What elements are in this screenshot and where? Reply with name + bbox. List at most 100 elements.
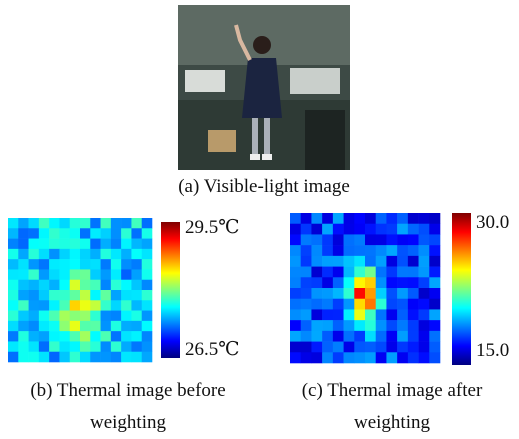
heat-cell [301,299,312,310]
heat-cell [322,331,333,342]
heat-cell [142,249,153,260]
heat-cell [397,331,408,342]
heat-cell [419,267,430,278]
heat-cell [301,245,312,256]
colorbar [161,222,180,358]
heat-cell [365,309,376,320]
heat-cell [18,239,29,250]
heat-cell [311,256,322,267]
heat-cell [39,259,50,270]
heat-cell [419,331,430,342]
heat-cell [354,342,365,353]
heat-cell [59,269,70,280]
heat-cell [344,277,355,288]
heat-cell [344,267,355,278]
heat-cell [419,277,430,288]
heat-cell [419,234,430,245]
heat-cell [408,267,419,278]
heat-cell [408,352,419,363]
heat-cell [80,218,91,229]
heat-cell [39,280,50,291]
heat-cell [49,249,60,260]
heat-cell [333,309,344,320]
heat-cell [49,280,60,291]
heat-cell [429,245,440,256]
heat-cell [429,256,440,267]
heat-cell [311,213,322,224]
heat-cell [29,239,40,250]
heat-cell [70,300,81,311]
heat-cell [386,331,397,342]
heat-cell [49,311,60,322]
heat-cell [39,352,50,363]
heat-cell [322,245,333,256]
heat-cell [101,290,112,301]
heat-cell [18,290,29,301]
heat-cell [365,331,376,342]
heat-cell [354,288,365,299]
heat-cell [429,277,440,288]
heat-cell [376,288,387,299]
heat-cell [131,341,142,352]
heat-cell [8,290,19,301]
heat-cell [80,300,91,311]
heat-cell [365,213,376,224]
heat-cell [121,249,132,260]
heat-cell [354,267,365,278]
heat-cell [131,269,142,280]
heat-cell [90,249,101,260]
heat-cell [365,277,376,288]
heat-cell [29,341,40,352]
heat-cell [70,280,81,291]
heat-cell [131,228,142,239]
heat-cell [333,267,344,278]
heat-cell [290,256,301,267]
heat-cell [290,288,301,299]
heat-cell [354,234,365,245]
heat-cell [290,331,301,342]
heat-cell [365,245,376,256]
heat-cell [70,218,81,229]
heat-cell [80,269,91,280]
heat-cell [121,280,132,291]
heat-cell [121,259,132,270]
heat-cell [322,309,333,320]
heat-cell [8,259,19,270]
heat-cell [101,311,112,322]
heat-cell [18,280,29,291]
heat-cell [111,280,122,291]
heat-cell [419,309,430,320]
heat-cell [376,320,387,331]
heat-cell [8,352,19,363]
heat-cell [29,352,40,363]
heat-cell [301,234,312,245]
heat-cell [354,277,365,288]
heat-cell [111,311,122,322]
heat-cell [39,300,50,311]
heat-cell [397,352,408,363]
heat-cell [8,280,19,291]
heat-cell [29,269,40,280]
heat-cell [49,352,60,363]
heat-cell [49,239,60,250]
heat-cell [301,277,312,288]
heat-cell [8,269,19,280]
heat-cell [39,321,50,332]
heat-cell [121,300,132,311]
heat-cell [49,300,60,311]
heat-cell [80,228,91,239]
heat-cell [59,352,70,363]
heat-cell [397,277,408,288]
heat-cell [70,269,81,280]
heat-cell [18,228,29,239]
heat-cell [311,352,322,363]
heat-cell [131,352,142,363]
heat-cell [111,239,122,250]
heat-cell [290,352,301,363]
heat-cell [29,228,40,239]
heat-cell [39,341,50,352]
heat-cell [49,290,60,301]
heat-cell [429,267,440,278]
heat-cell [333,234,344,245]
heat-cell [344,352,355,363]
